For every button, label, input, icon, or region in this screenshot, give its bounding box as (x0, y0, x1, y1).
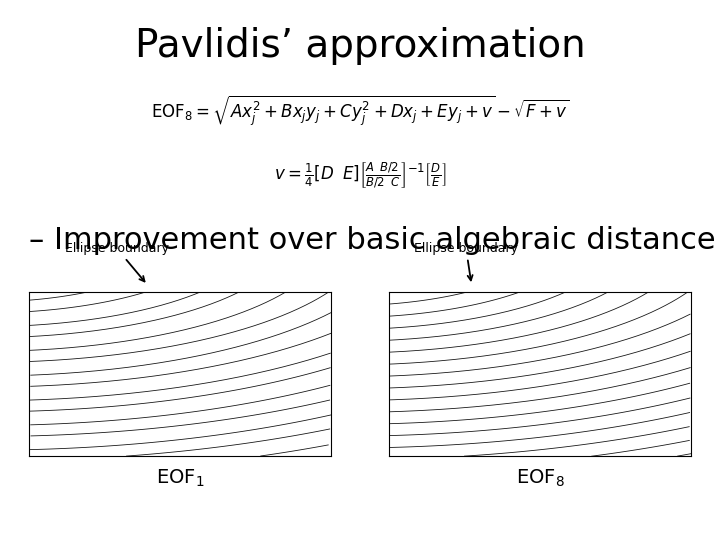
Text: EOF$_8$: EOF$_8$ (516, 467, 564, 489)
Text: Pavlidis’ approximation: Pavlidis’ approximation (135, 27, 585, 65)
Text: $v = \frac{1}{4}\left[ D \;\; E \right] \left[ \frac{A \;\; B/2}{B/2 \;\; C} \ri: $v = \frac{1}{4}\left[ D \;\; E \right] … (274, 160, 446, 191)
Text: Ellipse boundary: Ellipse boundary (414, 242, 518, 280)
Text: $\mathrm{EOF}_8 = \sqrt{Ax_j^2 + Bx_jy_j + Cy_j^2 + Dx_j + Ey_j + v} - \sqrt{F+v: $\mathrm{EOF}_8 = \sqrt{Ax_j^2 + Bx_jy_j… (150, 93, 570, 128)
Text: EOF$_1$: EOF$_1$ (156, 467, 204, 489)
Text: Ellipse boundary: Ellipse boundary (65, 242, 168, 281)
Text: – Improvement over basic algebraic distance: – Improvement over basic algebraic dista… (29, 226, 716, 255)
